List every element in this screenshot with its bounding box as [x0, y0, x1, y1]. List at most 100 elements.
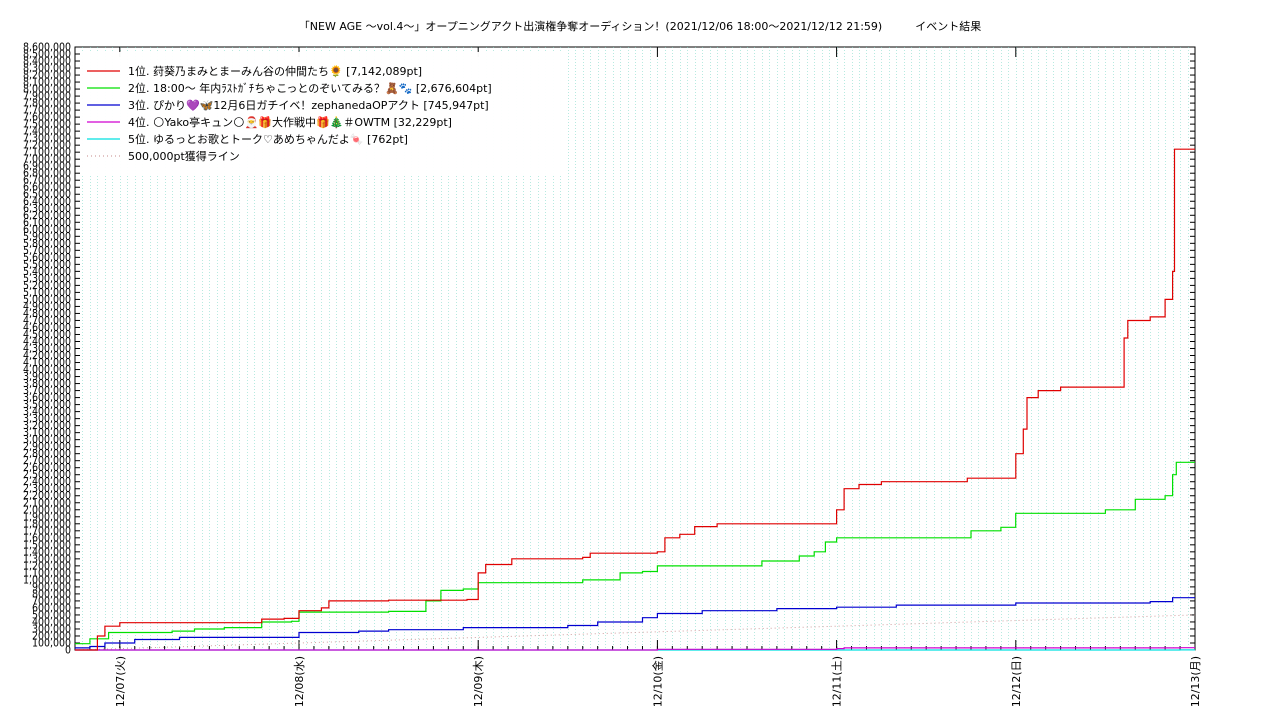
y-tick-label: 7,300,000: [23, 133, 71, 145]
legend-label: 1位. 荮葵乃まみとまーみん谷の仲間たち🌻 [7,142,089pt]: [128, 64, 422, 78]
legend-label: 3位. ぴかり💜🦋12月6日ガチイベ！zephanedaOPアクト [745,9…: [128, 98, 489, 112]
y-tick-label: 100,000: [32, 637, 71, 649]
y-tick-label: 4,400,000: [23, 336, 71, 348]
y-tick-label: 600,000: [32, 602, 71, 614]
y-tick-label: 6,300,000: [23, 203, 71, 215]
y-tick-label: 7,200,000: [23, 140, 71, 152]
y-tick-label: 4,000,000: [23, 364, 71, 376]
y-tick-label: 4,200,000: [23, 350, 71, 362]
y-tick-label: 900,000: [32, 581, 71, 593]
y-tick-label: 8,500,000: [23, 49, 71, 61]
y-tick-label: 8,200,000: [23, 70, 71, 82]
y-tick-label: 5,200,000: [23, 280, 71, 292]
y-tick-label: 4,300,000: [23, 343, 71, 355]
y-tick-label: 8,000,000: [23, 84, 71, 96]
y-tick-label: 6,600,000: [23, 182, 71, 194]
x-tick-label: 12/11(土): [831, 656, 844, 707]
legend-label: 4位. 🌕Yako亭キュン🌕🎅🎁大作戦中🎁🎄＃OWTM [32,229pt]: [128, 115, 452, 129]
y-tick-label: 5,400,000: [23, 266, 71, 278]
y-tick-label: 8,300,000: [23, 63, 71, 75]
legend-label: 2位. 18:00〜 年内ﾗｽﾄｶﾞﾁちゃこっとのぞいてみる？🧸🐾 [2,676…: [128, 81, 492, 95]
y-tick-label: 2,800,000: [23, 448, 71, 460]
y-tick-label: 7,100,000: [23, 147, 71, 159]
y-tick-label: 3,200,000: [23, 420, 71, 432]
y-tick-label: 2,100,000: [23, 497, 71, 509]
y-tick-label: 4,700,000: [23, 315, 71, 327]
y-tick-label: 700,000: [32, 595, 71, 607]
x-tick-label: 12/10(金): [650, 656, 664, 707]
x-axis: 12/07(火) 12/08(水) 12/09(木) 12/10(金) 12/11(土)…: [74, 47, 1202, 707]
y-tick-label: 3,500,000: [23, 399, 71, 411]
y-tick-label: 4,500,000: [23, 329, 71, 341]
y-tick-label: 5,900,000: [23, 231, 71, 243]
x-tick-label: 12/13(月): [1189, 656, 1202, 707]
y-tick-label: 6,900,000: [23, 161, 71, 173]
y-tick-label: 400,000: [32, 616, 71, 628]
y-tick-label: 1,100,000: [23, 567, 71, 579]
y-tick-label: 7,500,000: [23, 119, 71, 131]
y-tick-label: 7,800,000: [23, 98, 71, 110]
y-tick-label: 1,000,000: [23, 574, 71, 586]
y-tick-label: 1,500,000: [23, 539, 71, 551]
y-tick-label: 8,400,000: [23, 56, 71, 68]
y-tick-label: 4,900,000: [23, 301, 71, 313]
legend-label: 500,000pt獲得ライン: [128, 150, 240, 163]
y-tick-label: 2,600,000: [23, 462, 71, 474]
y-tick-label: 4,600,000: [23, 322, 71, 334]
y-tick-label: 8,100,000: [23, 77, 71, 89]
y-tick-label: 7,000,000: [23, 154, 71, 166]
y-tick-label: 2,000,000: [23, 504, 71, 516]
y-tick-label: 7,600,000: [23, 112, 71, 124]
y-tick-label: 2,300,000: [23, 483, 71, 495]
y-tick-label: 6,000,000: [23, 224, 71, 236]
y-tick-label: 1,400,000: [23, 546, 71, 558]
y-tick-label: 3,800,000: [23, 378, 71, 390]
y-tick-label: 2,700,000: [23, 455, 71, 467]
y-tick-label: 6,400,000: [23, 196, 71, 208]
y-tick-label: 1,600,000: [23, 532, 71, 544]
x-tick-label: 12/09(木): [472, 656, 485, 707]
y-tick-label: 1,900,000: [23, 511, 71, 523]
y-tick-label: 800,000: [32, 588, 71, 600]
y-tick-label: 500,000: [32, 609, 71, 621]
y-tick-label: 200,000: [32, 630, 71, 642]
y-tick-label: 5,300,000: [23, 273, 71, 285]
y-tick-label: 5,500,000: [23, 259, 71, 271]
legend-box: [80, 52, 568, 174]
y-axis: 0100,000200,000300,000400,000500,000600,…: [23, 42, 1195, 657]
y-tick-label: 300,000: [32, 623, 71, 635]
y-tick-label: 6,700,000: [23, 175, 71, 187]
y-tick-label: 1,200,000: [23, 560, 71, 572]
y-tick-label: 2,500,000: [23, 469, 71, 481]
y-tick-label: 7,900,000: [23, 91, 71, 103]
y-tick-label: 3,000,000: [23, 434, 71, 446]
series-line: [75, 461, 1195, 645]
y-tick-label: 4,100,000: [23, 357, 71, 369]
y-tick-label: 3,900,000: [23, 371, 71, 383]
y-tick-label: 7,400,000: [23, 126, 71, 138]
y-tick-label: 6,800,000: [23, 168, 71, 180]
reference-line: [74, 614, 1196, 651]
y-tick-label: 5,100,000: [23, 287, 71, 299]
legend: 1位. 荮葵乃まみとまーみん谷の仲間たち🌻 [7,142,089pt] 2位. 1…: [80, 52, 568, 174]
y-tick-label: 7,700,000: [23, 105, 71, 117]
x-tick-label: 12/07(火): [114, 656, 127, 707]
y-tick-label: 6,200,000: [23, 210, 71, 222]
y-tick-label: 5,800,000: [23, 238, 71, 250]
y-tick-label: 5,700,000: [23, 245, 71, 257]
series-group: [75, 148, 1195, 651]
y-tick-label: 6,500,000: [23, 189, 71, 201]
y-tick-label: 1,800,000: [23, 518, 71, 530]
legend-label: 5位. ゆるっとお歌とトーク♡あめちゃんだよ🍬 [762pt]: [128, 132, 408, 146]
y-tick-label: 5,600,000: [23, 252, 71, 264]
series-line: [75, 647, 1195, 651]
y-tick-label: 2,400,000: [23, 476, 71, 488]
y-tick-label: 1,300,000: [23, 553, 71, 565]
series-line: [75, 148, 1195, 651]
y-tick-label: 2,900,000: [23, 441, 71, 453]
x-tick-label: 12/12(日): [1010, 656, 1023, 707]
y-tick-label: 0: [65, 645, 71, 657]
y-tick-label: 6,100,000: [23, 217, 71, 229]
y-tick-label: 4,800,000: [23, 308, 71, 320]
